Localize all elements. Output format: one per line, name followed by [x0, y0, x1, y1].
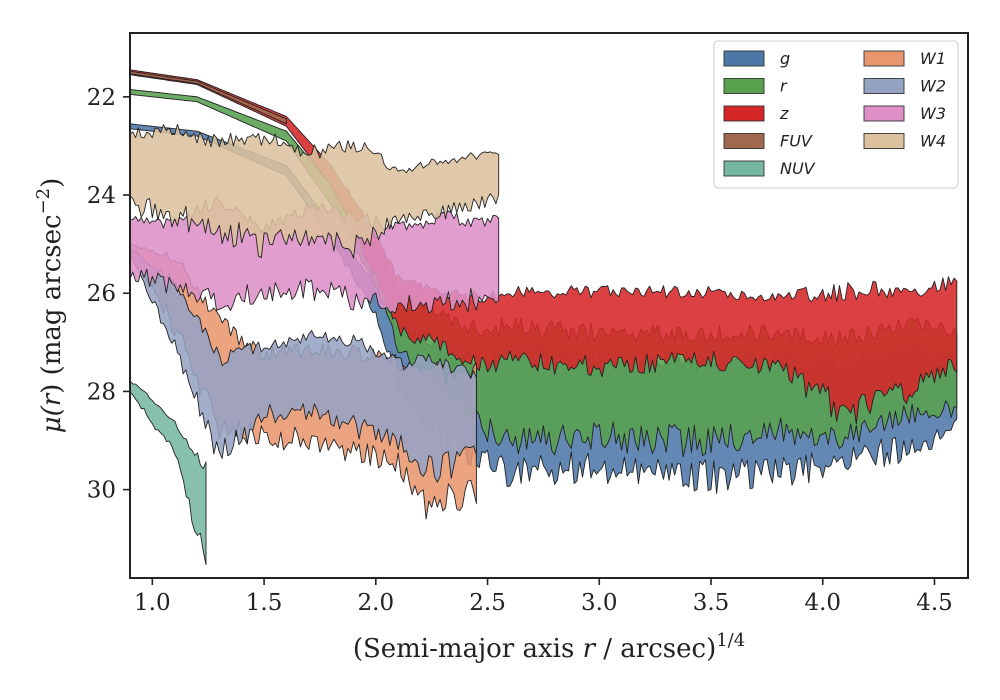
x-axis-title: (Semi-major axis r / arcsec)1/4 [353, 630, 745, 664]
x-tick-label: 4.5 [916, 590, 953, 616]
legend-swatch-w2 [863, 78, 905, 94]
x-tick-label: 2.0 [358, 590, 395, 616]
x-tick-label: 3.0 [581, 590, 618, 616]
legend-swatch-w3 [863, 105, 905, 122]
x-tick-label: 2.5 [469, 590, 506, 616]
y-ticks: 22 24 26 28 30 [87, 85, 130, 504]
legend-swatch-w4 [863, 133, 905, 149]
plot-areas [130, 69, 958, 566]
legend-label-w3: W3 [920, 104, 946, 123]
y-axis-title-mid: ) (mag arcsec [37, 214, 67, 393]
y-axis-title: μ(r) (mag arcsec−2) [33, 178, 67, 434]
legend-label-fuv: FUV [780, 132, 813, 151]
y-tick-label: 24 [87, 183, 116, 209]
series-area-fuv [130, 70, 287, 125]
legend-swatch-fuv [723, 133, 765, 149]
x-axis-title-var: r [583, 634, 597, 664]
y-axis-title-var: r [37, 392, 67, 406]
legend-label-r: r [780, 77, 788, 96]
y-tick-label: 26 [87, 281, 116, 307]
x-tick-label: 1.5 [246, 590, 283, 616]
legend-swatch-z [723, 105, 765, 122]
series-area-w2 [130, 248, 477, 483]
legend-label-w2: W2 [920, 77, 946, 96]
y-tick-label: 22 [87, 85, 116, 111]
y-axis-title-end: ) [37, 178, 67, 188]
legend-label-g: g [780, 49, 790, 68]
legend-label-w1: W1 [920, 49, 946, 68]
legend-swatch-r [723, 78, 765, 94]
y-axis-title-mu: μ( [37, 405, 67, 433]
x-ticks: 1.0 1.5 2.0 2.5 3.0 3.5 4.0 4.5 [134, 578, 953, 616]
legend-box [713, 40, 959, 189]
legend-swatch-w1 [863, 50, 905, 67]
x-tick-label: 1.0 [134, 590, 171, 616]
series-area-nuv [130, 380, 207, 566]
legend-swatch-g [723, 50, 765, 67]
x-tick-label: 4.0 [804, 590, 841, 616]
legend-label-nuv: NUV [780, 159, 816, 178]
series-area-w4 [130, 123, 500, 259]
plot-frame [129, 32, 969, 579]
legend-swatch-nuv [723, 160, 765, 177]
x-axis-title-pre: (Semi-major axis [353, 634, 583, 664]
y-tick-label: 28 [87, 379, 116, 405]
x-axis-title-post: / arcsec) [595, 634, 716, 664]
legend-label-z: z [779, 104, 789, 123]
y-tick-label: 30 [87, 478, 116, 504]
y-axis-title-sup: −2 [33, 188, 54, 215]
x-axis-title-sup: 1/4 [716, 630, 745, 651]
legend: grz FUV NUV W1 W2 W3 W4 [713, 40, 959, 189]
legend-label-w4: W4 [920, 132, 946, 151]
x-tick-label: 3.5 [693, 590, 730, 616]
